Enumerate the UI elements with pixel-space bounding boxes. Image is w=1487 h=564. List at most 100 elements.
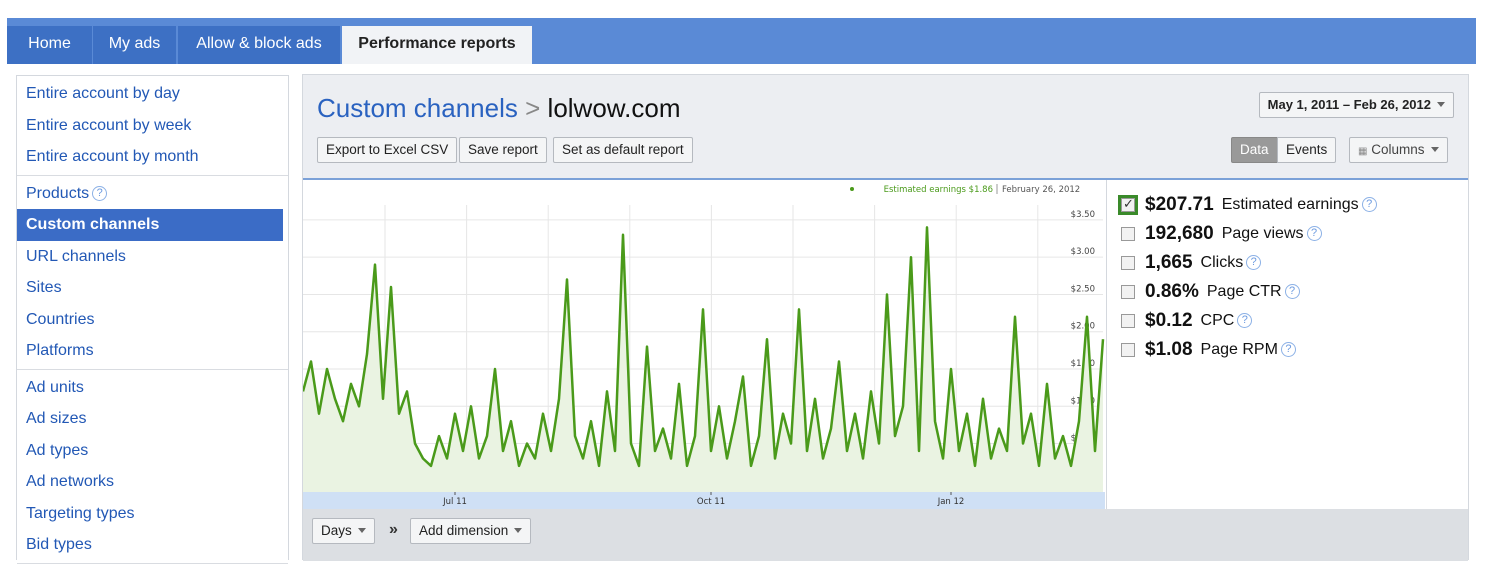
metric-row: 0.86% Page CTR? bbox=[1107, 277, 1468, 306]
toolbar-button[interactable]: Export to Excel CSV bbox=[317, 137, 458, 163]
days-dropdown[interactable]: Days bbox=[312, 518, 375, 544]
sidebar-item[interactable]: Ad types bbox=[17, 435, 288, 467]
sidebar-group: Ad units Ad sizes Ad types Ad networks Targe… bbox=[17, 370, 288, 564]
add-dimension-text: Add dimension bbox=[419, 523, 509, 538]
metric-row: ✓ $207.71 Estimated earnings? bbox=[1107, 190, 1468, 219]
main-panel: Custom channels > lolwow.com May 1, 2011… bbox=[302, 74, 1469, 561]
sidebar-label: Entire account by month bbox=[26, 148, 199, 165]
metric-label: CPC bbox=[1200, 311, 1235, 329]
y-tick-label: $3.50 bbox=[1071, 210, 1095, 220]
x-axis-band bbox=[303, 492, 1105, 509]
metric-value: $207.71 bbox=[1145, 193, 1214, 215]
sidebar-item[interactable]: Custom channels bbox=[17, 209, 283, 241]
tab[interactable]: Performance reports bbox=[342, 26, 532, 64]
earnings-line bbox=[303, 226, 1105, 468]
sidebar: Entire account by day Entire account by w… bbox=[16, 75, 289, 564]
sidebar-label: Ad units bbox=[26, 378, 84, 396]
legend-label: Estimated earnings $1.86 bbox=[884, 185, 993, 195]
help-icon: ? bbox=[1237, 313, 1253, 328]
days-text: Days bbox=[321, 523, 352, 538]
legend-date: February 26, 2012 bbox=[1002, 185, 1080, 195]
chart: Estimated earnings $1.86 February 26, 201… bbox=[303, 184, 1105, 509]
events-toggle[interactable]: Events bbox=[1277, 137, 1337, 163]
metric-value: 192,680 bbox=[1145, 222, 1214, 244]
x-tick-label: Oct 11 bbox=[697, 497, 725, 507]
sidebar-item[interactable]: URL channels bbox=[17, 241, 288, 273]
chart-box: Estimated earnings $1.86 February 26, 201… bbox=[303, 178, 1468, 509]
sidebar-label: Ad types bbox=[26, 441, 89, 459]
y-tick-label: $2.50 bbox=[1071, 284, 1095, 294]
sidebar-item[interactable]: Entire account by month bbox=[17, 141, 288, 173]
metric-label: Page RPM bbox=[1200, 340, 1278, 358]
metric-value: $1.08 bbox=[1145, 338, 1193, 360]
sidebar-label: Entire account by day bbox=[26, 85, 180, 102]
metric-checkbox[interactable]: ✓ bbox=[1118, 194, 1138, 215]
sidebar-item[interactable]: Entire account by week bbox=[17, 110, 288, 142]
sidebar-label: URL channels bbox=[26, 247, 126, 265]
x-tick-label: Jul 11 bbox=[442, 497, 467, 507]
metric-checkbox[interactable] bbox=[1121, 313, 1135, 328]
toolbar-button[interactable]: Set as default report bbox=[553, 137, 693, 163]
x-tick-label: Jan 12 bbox=[937, 497, 965, 507]
sidebar-item[interactable]: Ad units bbox=[17, 372, 288, 404]
metric-value: 1,665 bbox=[1145, 251, 1193, 273]
metric-checkbox[interactable] bbox=[1121, 226, 1135, 241]
sidebar-label: Bid types bbox=[26, 536, 92, 553]
sidebar-label: Custom channels bbox=[26, 216, 160, 233]
sidebar-item[interactable]: Ad networks bbox=[17, 466, 288, 498]
bottom-bar: Days » Add dimension bbox=[303, 509, 1468, 561]
date-range[interactable]: May 1, 2011 – Feb 26, 2012 bbox=[1258, 92, 1454, 118]
breadcrumb: Custom channels > lolwow.com bbox=[317, 93, 680, 124]
separator: > bbox=[525, 93, 541, 123]
sidebar-item[interactable]: Ad sizes bbox=[17, 403, 288, 435]
sidebar-group: Entire account by day Entire account by w… bbox=[17, 76, 288, 176]
metric-label: Clicks bbox=[1200, 253, 1244, 271]
help-icon: ? bbox=[1306, 226, 1322, 241]
metric-checkbox[interactable] bbox=[1121, 255, 1135, 270]
section-link[interactable]: Custom channels bbox=[317, 93, 518, 123]
metric-label: Page CTR bbox=[1206, 282, 1282, 300]
tab[interactable]: My ads bbox=[93, 26, 176, 64]
metric-checkbox[interactable] bbox=[1121, 342, 1135, 357]
toolbar-button[interactable]: Save report bbox=[459, 137, 547, 163]
item-name: lolwow.com bbox=[547, 93, 681, 123]
add-dimension[interactable]: Add dimension bbox=[410, 518, 532, 544]
sidebar-item[interactable]: Platforms bbox=[17, 335, 288, 367]
sidebar-item[interactable]: Products? bbox=[17, 178, 288, 210]
y-tick-label: $3.00 bbox=[1071, 247, 1095, 257]
sidebar-item[interactable]: Bid types bbox=[17, 529, 288, 561]
metric-label: Estimated earnings bbox=[1221, 195, 1359, 213]
sidebar-item[interactable]: Countries bbox=[17, 304, 288, 336]
legend-dot bbox=[850, 187, 854, 191]
help-icon: ? bbox=[1284, 284, 1300, 299]
sidebar-label: Platforms bbox=[26, 342, 94, 359]
metric-value: $0.12 bbox=[1145, 309, 1193, 331]
sidebar-label: Targeting types bbox=[26, 504, 135, 522]
sidebar-group: Products? Custom channels URL channels Site… bbox=[17, 176, 288, 370]
metric-row: $1.08 Page RPM? bbox=[1107, 335, 1468, 364]
tab-bar: Home My ads Allow & block ads Performance r… bbox=[7, 18, 1476, 64]
data-toggle[interactable]: Data bbox=[1231, 137, 1278, 163]
sidebar-item[interactable]: Entire account by day bbox=[17, 78, 288, 110]
tab[interactable]: Allow & block ads bbox=[178, 26, 340, 64]
sidebar-item[interactable]: Targeting types bbox=[17, 498, 288, 530]
sidebar-label: Countries bbox=[26, 310, 95, 328]
sidebar-label: Entire account by week bbox=[26, 116, 192, 134]
tab[interactable]: Home bbox=[7, 26, 92, 64]
metric-label: Page views bbox=[1221, 224, 1304, 242]
chevron: » bbox=[389, 521, 398, 538]
metrics-panel: ✓ $207.71 Estimated earnings? 192,680 Page v… bbox=[1106, 180, 1468, 509]
sidebar-item[interactable]: Sites bbox=[17, 272, 288, 304]
sidebar-label: Ad sizes bbox=[26, 410, 87, 427]
metric-row: 192,680 Page views? bbox=[1107, 219, 1468, 248]
columns-button[interactable]: ▦ Columns bbox=[1349, 137, 1448, 163]
help-icon: ? bbox=[1280, 342, 1296, 357]
metric-value: 0.86% bbox=[1145, 280, 1199, 302]
help-icon: ? bbox=[1361, 197, 1377, 212]
metric-checkbox[interactable] bbox=[1121, 284, 1135, 299]
metric-row: 1,665 Clicks? bbox=[1107, 248, 1468, 277]
help-icon: ? bbox=[1246, 255, 1262, 270]
sidebar-label: Products bbox=[26, 184, 90, 202]
y-tick-label: $2.00 bbox=[1071, 322, 1095, 332]
